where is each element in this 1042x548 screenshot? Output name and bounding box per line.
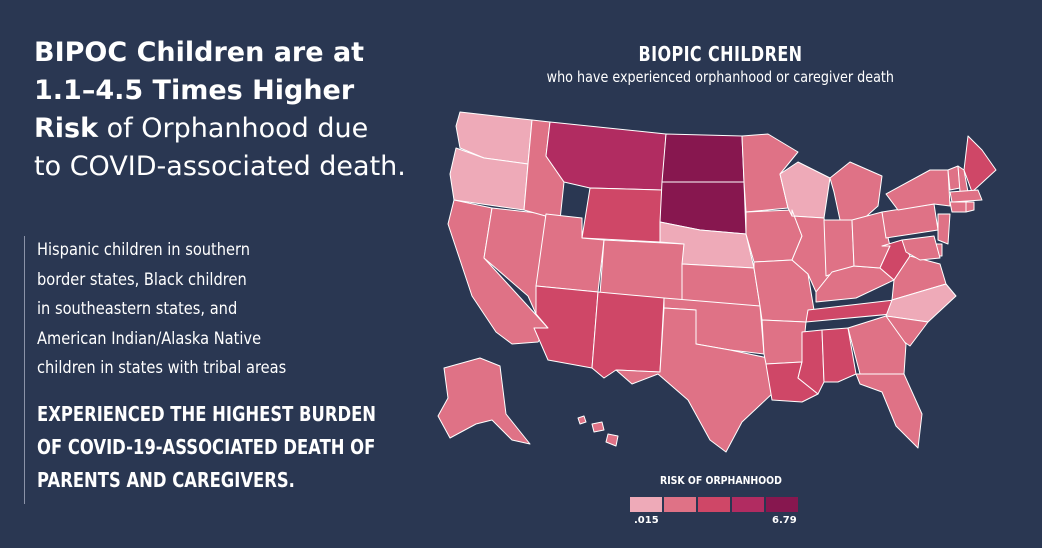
description-line: border states, Black children bbox=[37, 269, 247, 290]
conclusion-line: OF COVID-19-ASSOCIATED DEATH OF bbox=[37, 434, 376, 459]
headline-line-3: of Orphanhood due bbox=[98, 113, 369, 144]
state-pa bbox=[881, 203, 939, 239]
state-al bbox=[821, 327, 857, 383]
headline-risk-word: Risk bbox=[34, 113, 99, 144]
map-title-block: BIOPIC CHILDREN who have experienced orp… bbox=[490, 42, 950, 86]
legend-max-label: 6.79 bbox=[772, 515, 797, 526]
legend: RISK OF ORPHANHOOD .015 6.79 bbox=[630, 474, 810, 529]
state-wy bbox=[581, 187, 663, 243]
description-block: Hispanic children in southern border sta… bbox=[24, 236, 417, 504]
description-line: Hispanic children in southern bbox=[37, 240, 251, 260]
state-ar bbox=[761, 319, 807, 365]
state-mi bbox=[829, 161, 883, 223]
state-nj bbox=[937, 213, 951, 245]
state-md bbox=[901, 235, 941, 261]
description-line: children in states with tribal areas bbox=[37, 358, 287, 378]
state-fl bbox=[855, 373, 923, 449]
state-ny bbox=[885, 169, 951, 211]
legend-title: RISK OF ORPHANHOOD bbox=[660, 474, 782, 487]
state-hi-island-2 bbox=[605, 433, 619, 447]
description-text: Hispanic children in southern border sta… bbox=[37, 236, 407, 384]
state-ia bbox=[745, 209, 803, 263]
headline-line-4: to COVID-associated death. bbox=[34, 151, 406, 182]
legend-swatch-1 bbox=[630, 497, 662, 512]
state-ga bbox=[847, 315, 907, 375]
legend-swatch-2 bbox=[664, 497, 696, 512]
legend-swatch-4 bbox=[732, 497, 764, 512]
state-hi bbox=[591, 421, 605, 433]
conclusion-line: PARENTS AND CAREGIVERS. bbox=[37, 467, 295, 492]
headline-line-2: 1.1–4.5 Times Higher bbox=[34, 75, 355, 106]
state-nd bbox=[661, 133, 745, 183]
map-subtitle: who have experienced orphanhood or careg… bbox=[546, 68, 894, 86]
description-line: American Indian/Alaska Native bbox=[37, 328, 262, 349]
state-va bbox=[891, 255, 947, 301]
state-mt bbox=[545, 121, 667, 191]
legend-swatches bbox=[630, 497, 810, 512]
headline-line-1: BIPOC Children are at bbox=[34, 37, 365, 68]
state-ri bbox=[965, 201, 975, 213]
state-co bbox=[599, 239, 685, 301]
state-wi bbox=[779, 161, 831, 219]
legend-swatch-3 bbox=[698, 497, 730, 512]
map-title: BIOPIC CHILDREN bbox=[638, 42, 802, 66]
description-line: in southeastern states, and bbox=[37, 299, 238, 319]
state-ct bbox=[949, 201, 967, 213]
state-ks bbox=[681, 263, 761, 307]
state-tx bbox=[615, 307, 775, 453]
state-nc bbox=[885, 283, 957, 323]
conclusion-text: EXPERIENCED THE HIGHEST BURDEN OF COVID-… bbox=[37, 398, 398, 497]
state-me bbox=[963, 135, 997, 193]
us-map bbox=[437, 111, 997, 453]
legend-min-label: .015 bbox=[634, 515, 659, 526]
headline: BIPOC Children are at 1.1–4.5 Times High… bbox=[34, 34, 434, 186]
state-ak bbox=[437, 357, 531, 445]
legend-swatch-5 bbox=[766, 497, 798, 512]
state-nm bbox=[591, 291, 665, 379]
state-ma bbox=[949, 189, 983, 203]
conclusion-line: EXPERIENCED THE HIGHEST BURDEN bbox=[37, 401, 377, 426]
state-hi-island-1 bbox=[577, 415, 587, 425]
legend-labels: .015 6.79 bbox=[630, 515, 810, 529]
